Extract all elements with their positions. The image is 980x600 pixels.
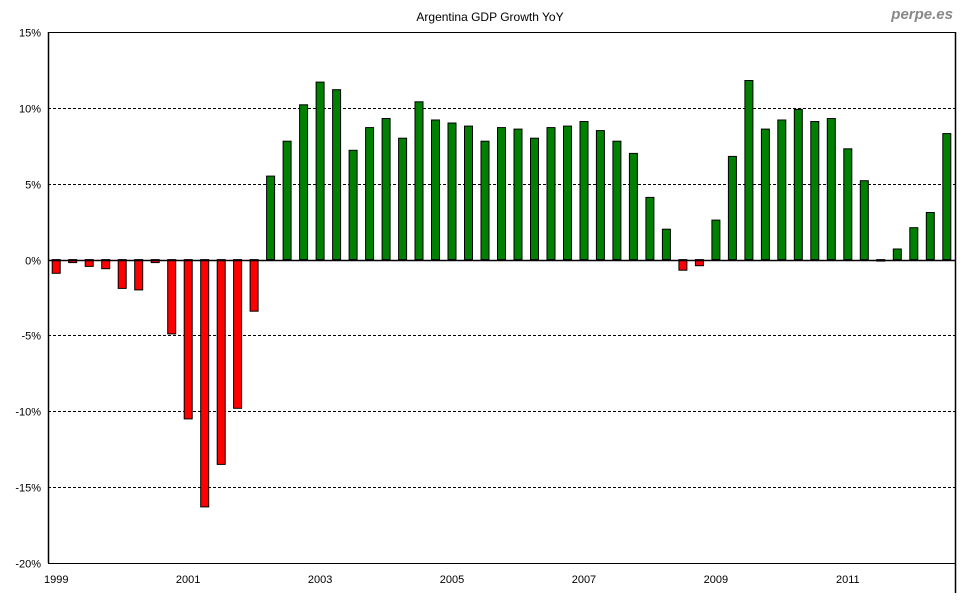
x-tick-label: 2009 [704, 574, 728, 586]
y-tick-label: 10% [19, 104, 41, 116]
bar [793, 108, 803, 261]
bar [101, 259, 111, 270]
bar [183, 259, 193, 420]
x-tick-label: 2007 [572, 574, 596, 586]
y-tick-label: -15% [15, 483, 41, 495]
bar [447, 122, 457, 260]
bar [579, 121, 589, 261]
bar [332, 89, 342, 261]
bar [826, 118, 836, 261]
bar [464, 125, 473, 261]
bar [942, 133, 952, 261]
bar [431, 119, 440, 261]
bar [546, 127, 556, 261]
x-tick-label: 2003 [308, 574, 332, 586]
bar [810, 121, 820, 261]
bar [563, 125, 572, 261]
bar [859, 180, 869, 261]
bar [249, 259, 259, 312]
y-tick-label: -10% [15, 407, 41, 419]
bar [117, 259, 127, 289]
bar [348, 149, 358, 260]
bar [777, 119, 787, 261]
bar [909, 227, 919, 261]
y-tick-label: 5% [25, 180, 41, 192]
watermark: perpe.es [890, 6, 953, 23]
bar [925, 212, 935, 260]
bar [513, 128, 523, 261]
bar [398, 137, 408, 261]
bar [381, 118, 391, 261]
bar [727, 155, 737, 261]
bar [497, 127, 506, 261]
bar [266, 175, 276, 261]
y-tick-label: 0% [25, 256, 41, 268]
bar [480, 140, 490, 260]
bar [315, 81, 325, 261]
bar [365, 127, 375, 261]
bar [233, 259, 243, 409]
bar [711, 219, 721, 261]
y-tick-label: -20% [15, 559, 41, 571]
bar [299, 104, 309, 260]
bar [843, 148, 853, 261]
x-tick-label: 1999 [44, 574, 68, 586]
bar [84, 259, 94, 267]
bar [612, 140, 622, 260]
bar [595, 130, 605, 261]
x-tick-label: 2001 [176, 574, 200, 586]
y-tick-label: -5% [21, 331, 41, 343]
chart-title: Argentina GDP Growth YoY [416, 10, 563, 24]
y-tick-label: 15% [19, 28, 41, 40]
bar [167, 259, 177, 335]
x-tick-label: 2005 [440, 574, 464, 586]
bar [678, 259, 688, 271]
bar [892, 248, 902, 261]
bar [744, 80, 754, 260]
bar [134, 259, 144, 291]
bar [645, 196, 655, 261]
bar [200, 259, 210, 508]
bar [414, 101, 424, 261]
bar [51, 259, 61, 274]
bar [694, 259, 704, 267]
bar [661, 228, 671, 260]
x-tick-label: 2011 [836, 574, 860, 586]
bar [628, 152, 638, 261]
bar [760, 128, 770, 261]
bar [216, 259, 226, 465]
bar [530, 137, 539, 261]
bar [282, 140, 292, 260]
